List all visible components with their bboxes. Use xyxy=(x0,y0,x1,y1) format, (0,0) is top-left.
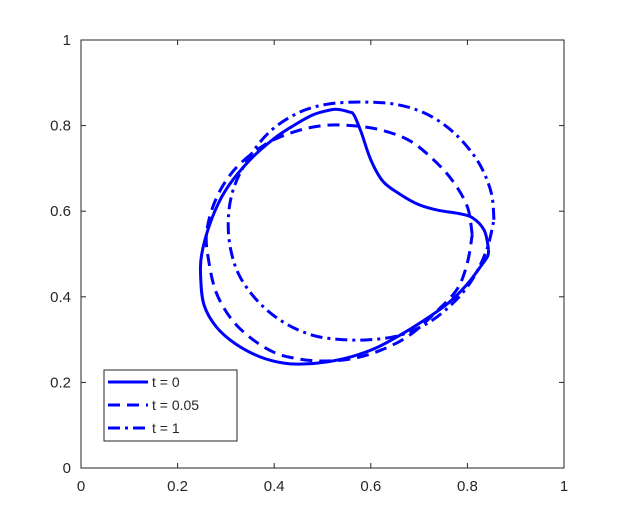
legend-label-1: t = 0 xyxy=(152,374,180,390)
y-tick-labels: 0 0.2 0.4 0.6 0.8 1 xyxy=(50,32,71,477)
legend: t = 0 t = 0.05 t = 1 xyxy=(103,369,238,442)
x-tick-label: 0.2 xyxy=(167,478,188,495)
y-tick-label: 1 xyxy=(63,32,71,49)
y-tick-label: 0.4 xyxy=(50,289,71,306)
y-tick-label: 0.2 xyxy=(50,374,71,391)
legend-label-2: t = 0.05 xyxy=(152,397,199,413)
y-tick-label: 0.6 xyxy=(50,203,71,220)
x-tick-label: 0.8 xyxy=(457,478,478,495)
x-tick-labels: 0 0.2 0.4 0.6 0.8 1 xyxy=(77,478,568,495)
series-line-1 xyxy=(198,107,491,366)
x-tick-label: 1 xyxy=(560,478,568,495)
x-tick-label: 0 xyxy=(77,478,85,495)
y-tick-label: 0.8 xyxy=(50,118,71,135)
x-tick-label: 0.6 xyxy=(360,478,381,495)
axis-ticks xyxy=(80,39,565,469)
series-layer xyxy=(198,100,496,366)
y-tick-label: 0 xyxy=(63,460,71,477)
legend-label-3: t = 1 xyxy=(152,420,180,436)
x-tick-label: 0.4 xyxy=(264,478,285,495)
series-line-2 xyxy=(204,123,474,363)
